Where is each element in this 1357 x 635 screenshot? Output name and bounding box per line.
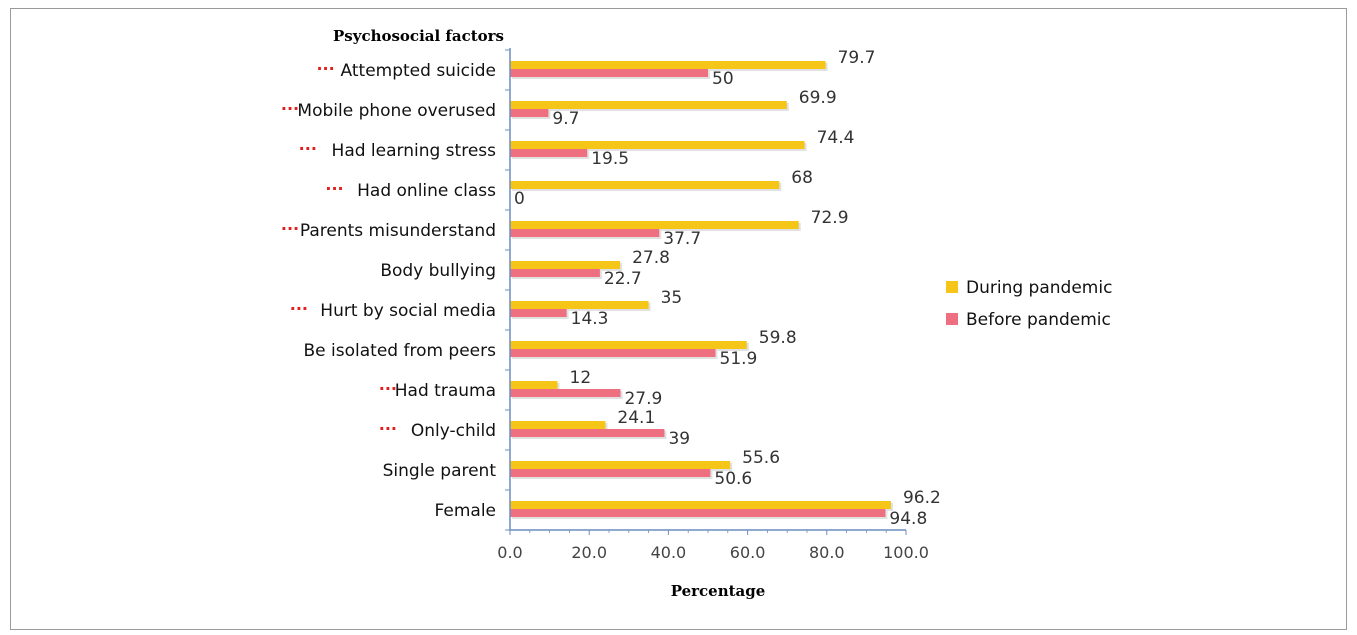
data-label: 9.7	[552, 109, 579, 129]
plot-area: Attempted suicide ··· 79.7 50 Mobile phone o…	[281, 48, 941, 562]
bar-before	[510, 149, 588, 157]
significance-marker: ···	[281, 219, 299, 238]
bar-during	[510, 61, 826, 69]
data-label: 27.8	[632, 248, 670, 268]
bar-before	[510, 269, 600, 277]
data-label: 12	[570, 368, 592, 388]
legend-swatch-during	[946, 281, 958, 293]
category-label: Only-child	[411, 421, 496, 441]
bar-before	[510, 389, 621, 397]
bar-during	[510, 501, 891, 509]
x-tick-label: 80.0	[809, 543, 845, 562]
bar-before	[510, 69, 708, 77]
data-label: 59.8	[759, 328, 797, 348]
data-label: 94.8	[889, 509, 927, 529]
category-label: Mobile phone overused	[297, 101, 496, 121]
bar-before	[510, 469, 711, 477]
x-tick-label: 60.0	[730, 543, 766, 562]
bar-during	[510, 101, 787, 109]
bar-before	[510, 109, 549, 117]
x-tick-label: 40.0	[651, 543, 687, 562]
x-tick-label: 100.0	[883, 543, 929, 562]
significance-marker: ···	[281, 99, 299, 118]
data-label: 24.1	[617, 408, 655, 428]
significance-marker: ···	[290, 299, 308, 318]
data-label: 79.7	[838, 48, 876, 68]
bar-before	[510, 349, 716, 357]
legend-swatch-before	[946, 313, 958, 325]
y-axis-title: Psychosocial factors	[333, 27, 504, 45]
category-label: Hurt by social media	[320, 301, 496, 321]
data-label: 39	[668, 429, 690, 449]
data-label: 55.6	[742, 448, 780, 468]
bar-during	[510, 181, 780, 189]
data-label: 51.9	[720, 349, 758, 369]
bar-during	[510, 381, 558, 389]
legend-label: Before pandemic	[966, 310, 1111, 330]
data-label: 14.3	[571, 309, 609, 329]
x-tick-label: 0.0	[497, 543, 522, 562]
legend-label: During pandemic	[966, 278, 1112, 298]
category-label: Had trauma	[395, 381, 496, 401]
bar-during	[510, 261, 621, 269]
category-label: Parents misunderstand	[300, 221, 496, 241]
significance-marker: ···	[325, 179, 343, 198]
significance-marker: ···	[379, 419, 397, 438]
x-tick-label: 20.0	[571, 543, 607, 562]
x-axis-title: Percentage	[671, 582, 766, 600]
bar-before	[510, 509, 886, 517]
data-label: 96.2	[903, 488, 941, 508]
chart-frame	[10, 8, 1347, 630]
category-label: Had online class	[357, 181, 496, 201]
data-label: 27.9	[624, 389, 662, 409]
data-label: 68	[791, 168, 813, 188]
legend: During pandemic Before pandemic	[946, 278, 1112, 330]
significance-marker: ···	[299, 139, 317, 158]
data-label: 74.4	[817, 128, 855, 148]
data-label: 35	[661, 288, 683, 308]
category-label: Had learning stress	[332, 141, 497, 161]
category-label: Body bullying	[380, 261, 496, 281]
data-label: 0	[514, 189, 525, 209]
data-label: 19.5	[591, 149, 629, 169]
significance-marker: ···	[316, 59, 334, 78]
bar-during	[510, 301, 649, 309]
bar-before	[510, 229, 660, 237]
data-label: 72.9	[811, 208, 849, 228]
bar-during	[510, 221, 799, 229]
bar-during	[510, 461, 731, 469]
category-label: Be isolated from peers	[304, 341, 497, 361]
data-label: 22.7	[604, 269, 642, 289]
data-label: 50.6	[714, 469, 752, 489]
category-label: Single parent	[383, 461, 497, 481]
data-label: 37.7	[663, 229, 701, 249]
data-label: 69.9	[799, 88, 837, 108]
bar-during	[510, 341, 747, 349]
bar-before	[510, 429, 665, 437]
category-label: Female	[435, 501, 496, 521]
significance-marker: ···	[379, 379, 397, 398]
data-label: 50	[712, 69, 734, 89]
bar-during	[510, 141, 805, 149]
bar-during	[510, 421, 606, 429]
category-label: Attempted suicide	[341, 61, 496, 81]
bar-before	[510, 309, 567, 317]
